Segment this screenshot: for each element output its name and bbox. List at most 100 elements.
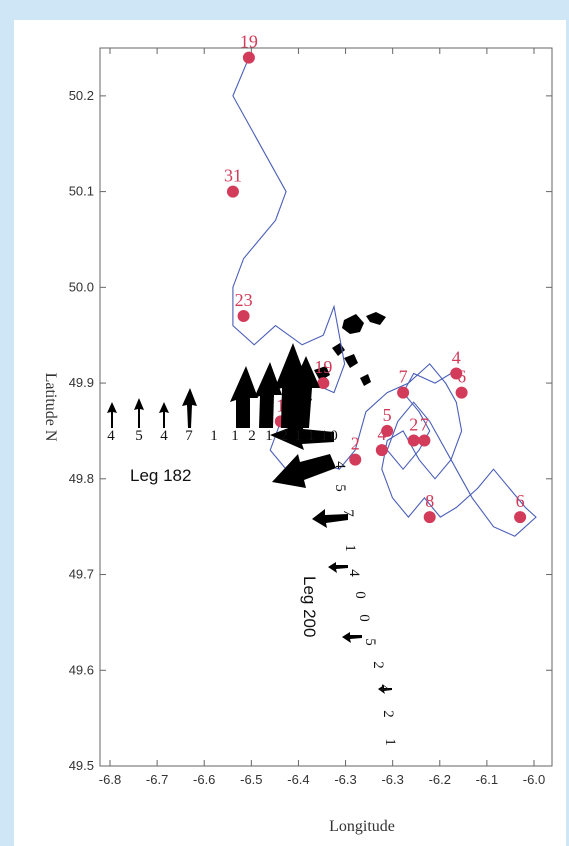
track-marker [418,434,431,447]
x-axis: -6.8 -6.7 -6.6 -6.5 -6.4 -6.3 -6.3 -6.2 -6.1 -6.0 [99,48,545,787]
current-vector [134,398,144,428]
track-marker [237,310,250,323]
current-vector [182,388,197,428]
current-vector [107,402,117,428]
chart-frame: 49.5 49.6 49.7 49.8 49.9 50.0 50.1 50.2 -6.8 -6.… [14,20,566,846]
marker-label: 23 [235,290,253,310]
leg-182-label: 7 [185,428,193,444]
marker-label: 7 [399,367,408,387]
land-blob [314,366,330,381]
track-marker [514,511,527,524]
track-marker [375,444,388,457]
x-tick-label: -6.2 [429,772,451,787]
track-marker [349,453,362,466]
leg-200-vectors [270,422,392,694]
leg-200-label: 0 [356,614,372,622]
land-blob [366,312,386,325]
marker-label: 2 [351,434,360,454]
x-axis-title: Longitude [329,818,395,835]
marker-label: 6 [516,491,525,511]
leg-200-label: 7 [340,509,356,517]
leg-182-label: 1 [231,428,239,444]
land-blob [344,354,358,368]
current-vector [274,343,309,428]
x-tick-label: -6.6 [193,772,215,787]
drifter-track [232,57,537,537]
y-axis-title: Latitude N [42,373,59,442]
land-blob [342,314,364,334]
marker-label: 19 [240,32,258,52]
land-blobs [300,312,386,405]
leg-182-label: 1 [307,428,315,444]
current-vector [159,402,169,428]
leg-182-label: 5 [135,428,143,444]
leg-200-label: 2 [380,710,396,718]
leg-182-label: 4 [107,428,115,444]
leg-182-label: 0 [330,428,338,444]
track-marker [397,386,410,399]
leg-182-label: 1 [294,428,302,444]
current-vector [272,454,336,488]
track-marker [455,386,468,399]
x-tick-label: -6.3 [334,772,356,787]
leg-182-vectors [107,343,320,428]
leg-182-label: 2 [248,428,256,444]
x-tick-label: -6.4 [287,772,309,787]
annotation-leg-200: Leg 200 [300,576,319,637]
y-tick-label: 50.0 [69,279,94,294]
marker-label: 2 [409,415,418,435]
y-tick-label: 49.6 [69,662,94,677]
leg-200-label: 4 [376,684,392,692]
leg-200-label: 5 [362,638,378,646]
marker-label: 7 [420,415,429,435]
marker-label: 8 [425,491,434,511]
y-tick-label: 49.9 [69,375,94,390]
land-blob [360,374,371,386]
current-vector [254,362,282,428]
track-marker [317,377,330,390]
current-vector [328,562,348,573]
x-tick-label: -6.1 [476,772,498,787]
y-tick-label: 49.5 [69,758,94,773]
leg-200-label: 4 [332,461,348,469]
annotation-leg-182: Leg 182 [130,466,191,485]
current-vector [270,422,334,450]
marker-label: 19 [314,357,332,377]
marker-label: 31 [224,166,242,186]
marker-label: 4 [377,424,386,444]
y-axis: 49.5 49.6 49.7 49.8 49.9 50.0 50.1 50.2 [69,88,552,773]
leg-200-label: 4 [346,569,362,577]
leg-182-label: 4 [160,428,168,444]
leg-182-label: 2 [280,428,288,444]
leg-200-label: 1 [342,544,358,552]
plot-area-border [99,47,553,767]
y-tick-label: 49.8 [69,471,94,486]
y-tick-label: 50.2 [69,88,94,103]
track-marker [450,367,463,380]
leg-182-label: 1 [265,428,273,444]
track-markers: 193123191812746542786 [224,32,527,524]
chart: 49.549.649.749.849.950.050.150.2 -6.8 -6.… [42,32,553,835]
marker-label: 1 [276,395,285,415]
leg-200-label: 2 [370,661,386,669]
axes [99,47,553,767]
marker-label: 5 [383,405,392,425]
current-vector [378,685,392,694]
current-vector [312,509,348,528]
leg-182-label: 1 [320,428,328,444]
current-vector [290,356,320,428]
leg-182-label: 1 [210,428,218,444]
track-marker [381,424,394,437]
track-marker [407,434,420,447]
x-tick-label: -6.7 [146,772,168,787]
track-marker [226,185,239,198]
current-vector [342,632,362,643]
x-tick-label: -6.3 [381,772,403,787]
leg-200-label: 5 [332,484,348,492]
leg-200-label: 1 [382,738,398,746]
leg-200-speed-labels: 4 5 7 1 4 0 0 5 2 4 2 1 [332,461,398,746]
track-marker [423,511,436,524]
x-tick-label: -6.5 [240,772,262,787]
x-tick-label: -6.8 [99,772,121,787]
